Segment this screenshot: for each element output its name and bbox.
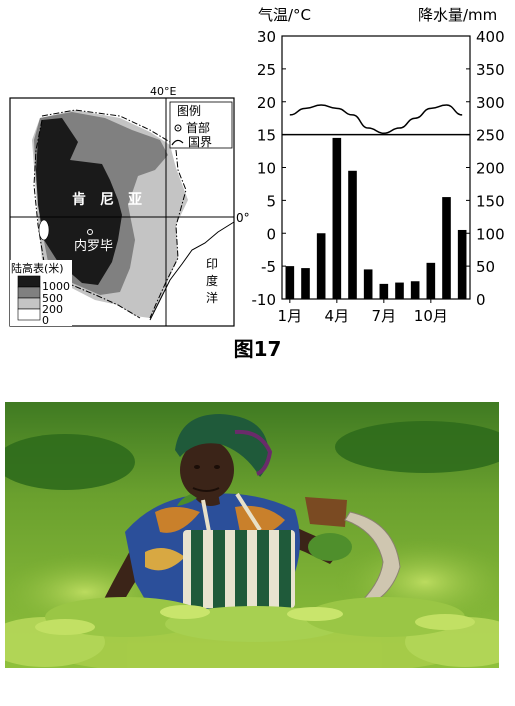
ocean-label-2: 度 <box>206 273 218 288</box>
precipitation-bar <box>457 229 467 299</box>
chart-left-ticks: 30 25 20 15 10 5 0 -5 -10 <box>252 28 286 309</box>
elevation-level-200: 200 <box>42 303 63 316</box>
precipitation-bar <box>379 283 389 299</box>
right-tick-label: 400 <box>476 28 505 46</box>
elevation-title: 陆高表(米) <box>11 261 64 275</box>
right-tick-label: 150 <box>476 192 505 210</box>
equator-label: 0° <box>236 211 250 225</box>
longitude-label: 40°E <box>150 85 176 98</box>
legend-capital-label: 首部 <box>186 120 210 135</box>
ocean-label-1: 印 <box>206 257 218 271</box>
chart-right-axis-label: 降水量/mm <box>418 6 497 24</box>
ocean-label-3: 洋 <box>206 290 218 305</box>
precipitation-bar <box>442 197 451 299</box>
right-tick-label: 0 <box>476 291 486 309</box>
picked-leaves <box>308 533 352 561</box>
precipitation-bar <box>348 170 357 299</box>
temperature-line <box>289 104 463 135</box>
precipitation-bars <box>285 137 467 299</box>
chart-plot-frame <box>281 35 471 300</box>
left-tick-label: 30 <box>257 28 276 46</box>
left-tick-label: 10 <box>257 160 276 178</box>
kenya-map: 40°E 0° 图例 首部 国界 肯尼亚 内罗毕 印 度 洋 陆高表(米) 10… <box>9 85 250 327</box>
left-tick-label: 5 <box>266 192 276 210</box>
left-tick-label: 0 <box>266 225 276 243</box>
country-label: 肯尼亚 <box>72 191 156 208</box>
month-tick-label: 1月 <box>278 307 303 325</box>
elevation-swatch-500 <box>17 286 41 299</box>
left-tick-label: -5 <box>261 258 276 276</box>
back-basket <box>305 497 347 527</box>
elevation-swatch-0 <box>17 308 41 321</box>
right-tick-label: 250 <box>476 127 505 145</box>
left-tick-label: 25 <box>257 61 276 79</box>
month-tick-label: 4月 <box>325 307 350 325</box>
legend-border-label: 国界 <box>188 135 212 149</box>
month-tick-label: 10月 <box>414 307 448 325</box>
precipitation-bar <box>426 262 436 299</box>
legend-title: 图例 <box>177 104 201 118</box>
lake-victoria-shape <box>38 219 50 241</box>
precipitation-bar <box>316 233 326 299</box>
map-legend: 图例 首部 国界 <box>169 101 233 149</box>
elevation-legend: 陆高表(米) 1000 500 200 0 <box>10 260 72 327</box>
right-tick-label: 100 <box>476 225 505 243</box>
striped-harvest-bag <box>183 530 295 608</box>
border-symbol-icon <box>171 139 184 146</box>
elevation-swatch-1000 <box>17 275 41 288</box>
right-tick-label: 200 <box>476 160 505 178</box>
elevation-level-0: 0 <box>42 314 49 327</box>
left-tick-label: 20 <box>257 94 276 112</box>
chart-left-axis-label: 气温/°C <box>258 6 311 24</box>
precipitation-bar <box>363 269 373 299</box>
tea-picker-photo <box>5 402 499 668</box>
month-tick-label: 7月 <box>372 307 397 325</box>
left-tick-label: 15 <box>257 127 276 145</box>
figure-caption: 图17 <box>233 337 282 361</box>
foreground-tea-leaves <box>35 597 475 642</box>
elevation-level-1000: 1000 <box>42 280 70 293</box>
capital-marker-icon <box>87 229 93 235</box>
right-tick-label: 300 <box>476 94 505 112</box>
precipitation-bar <box>301 268 310 299</box>
left-tick-label: -10 <box>252 291 277 309</box>
elevation-level-500: 500 <box>42 292 63 305</box>
precipitation-bar <box>285 266 295 299</box>
precipitation-bar <box>410 281 420 299</box>
chart-month-ticks: 1月 4月 7月 10月 <box>278 299 448 325</box>
tea-picker-woman <box>100 414 401 617</box>
face <box>180 440 234 500</box>
right-tick-label: 50 <box>476 258 495 276</box>
coastline <box>149 221 235 321</box>
precipitation-bar <box>395 282 404 299</box>
elevation-swatch-200 <box>17 297 41 310</box>
chart-right-ticks: 400 350 300 250 200 150 100 50 0 <box>466 28 505 309</box>
precipitation-bar <box>332 137 342 299</box>
elevation-1000-region <box>36 118 122 285</box>
capital-label: 内罗毕 <box>74 238 113 254</box>
head-wrap <box>175 414 269 477</box>
right-tick-label: 350 <box>476 61 505 79</box>
figure-17: 40°E 0° 图例 首部 国界 肯尼亚 内罗毕 印 度 洋 陆高表(米) 10… <box>9 6 505 327</box>
